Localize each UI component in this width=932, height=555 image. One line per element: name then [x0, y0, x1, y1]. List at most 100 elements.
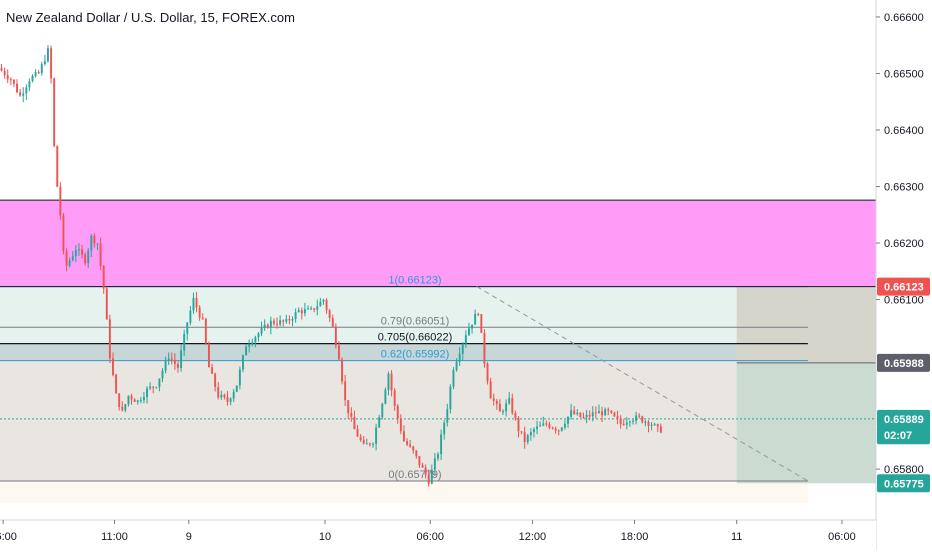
candle-body — [362, 439, 365, 444]
candle-body — [155, 387, 158, 389]
fib-band-extension — [0, 481, 808, 504]
candle-body — [635, 415, 638, 421]
candle-body — [272, 320, 275, 324]
chart-title: New Zealand Dollar / U.S. Dollar, 15, FO… — [6, 10, 295, 25]
price-tick-label: 0.66500 — [884, 68, 924, 80]
candle-body — [294, 312, 297, 320]
candle-body — [653, 424, 656, 426]
time-axis-panel[interactable] — [0, 520, 876, 550]
time-tick-label: 9 — [186, 531, 192, 543]
candle-body — [0, 67, 3, 71]
candle-body — [207, 343, 210, 368]
price-axis-panel[interactable] — [876, 0, 932, 550]
candle-body — [161, 370, 164, 379]
candle-body — [3, 70, 6, 76]
candle-body — [350, 412, 353, 417]
candle-body — [68, 260, 71, 266]
candle-body — [220, 394, 223, 398]
candle-body — [62, 215, 65, 252]
trend-line[interactable] — [476, 286, 809, 482]
candle-body — [563, 423, 566, 428]
candle-body — [279, 320, 282, 325]
price-tick-label: 0.66100 — [884, 295, 924, 307]
candle-body — [471, 324, 474, 329]
candle-body — [251, 342, 254, 345]
candle-body — [47, 48, 49, 62]
badge-entry — [877, 353, 930, 372]
candle-body — [492, 398, 495, 401]
price-tick-label: 0.66200 — [884, 238, 924, 250]
candle-body — [198, 307, 201, 318]
candle-body — [449, 386, 452, 410]
candle-body — [489, 381, 492, 399]
candle-body — [443, 422, 446, 435]
fib-level-label: 0.62(0.65992) — [381, 349, 450, 361]
badge-zone-bottom-label: 0.66123 — [884, 282, 924, 294]
candle-body — [257, 333, 260, 338]
candle-body — [505, 403, 508, 412]
candle-body — [625, 422, 628, 425]
candle-body — [84, 254, 87, 264]
candle-body — [112, 358, 114, 375]
candle-body — [102, 265, 105, 289]
candle-body — [170, 358, 173, 360]
candle-body — [427, 474, 430, 484]
badge-countdown-label: 02:07 — [884, 430, 912, 442]
candle-body — [223, 394, 226, 398]
fib-level-label: 0(0.65779) — [388, 469, 441, 481]
candle-body — [74, 250, 77, 257]
candle-body — [433, 458, 436, 470]
candle-body — [204, 318, 207, 344]
badge-last-price-label: 0.65889 — [884, 414, 924, 426]
fib-band-golden-pocket — [0, 343, 808, 361]
badge-zone-bottom — [877, 277, 930, 296]
candle-body — [480, 314, 483, 333]
fib-band-lower — [0, 360, 808, 481]
candle-body — [616, 416, 619, 419]
candle-body — [591, 412, 594, 417]
candle-body — [235, 385, 238, 392]
candle-body — [356, 429, 359, 437]
candle-body — [108, 319, 111, 359]
candle-body — [229, 398, 232, 402]
fib-level-label: 0.79(0.66051) — [381, 315, 450, 327]
candle-body — [418, 456, 421, 465]
candle-body — [486, 363, 489, 382]
candle-body — [325, 299, 328, 311]
candle-body — [548, 424, 551, 428]
candle-body — [133, 399, 136, 402]
candle-body — [551, 427, 554, 429]
candle-body — [585, 414, 588, 418]
fib-level-label: 1(0.66123) — [388, 275, 441, 287]
candle-body — [455, 361, 458, 371]
candle-body — [266, 324, 269, 328]
candle-body — [638, 415, 641, 417]
candle-body — [12, 79, 15, 84]
candle-body — [644, 421, 647, 423]
candle-body — [50, 48, 53, 79]
candle-body — [353, 416, 356, 430]
candle-body — [464, 335, 467, 344]
candle-body — [598, 411, 600, 414]
candle-body — [152, 386, 155, 388]
candle-body — [121, 406, 124, 411]
candle-body — [307, 308, 309, 310]
candle-body — [628, 421, 631, 423]
candle-body — [520, 431, 523, 433]
candle-body — [576, 412, 579, 415]
candle-body — [508, 398, 511, 404]
candle-body — [399, 418, 402, 432]
candle-body — [517, 418, 520, 432]
candle-body — [164, 360, 167, 371]
candle-body — [65, 251, 68, 266]
candle-body — [390, 373, 393, 391]
candle-body — [16, 83, 18, 93]
badge-target — [877, 474, 930, 493]
price-tick-label: 0.66600 — [884, 12, 924, 24]
candle-body — [167, 358, 170, 361]
candle-body — [248, 344, 251, 347]
candle-body — [458, 353, 461, 362]
badge-target-label: 0.65775 — [884, 478, 924, 490]
candle-body — [406, 441, 409, 445]
